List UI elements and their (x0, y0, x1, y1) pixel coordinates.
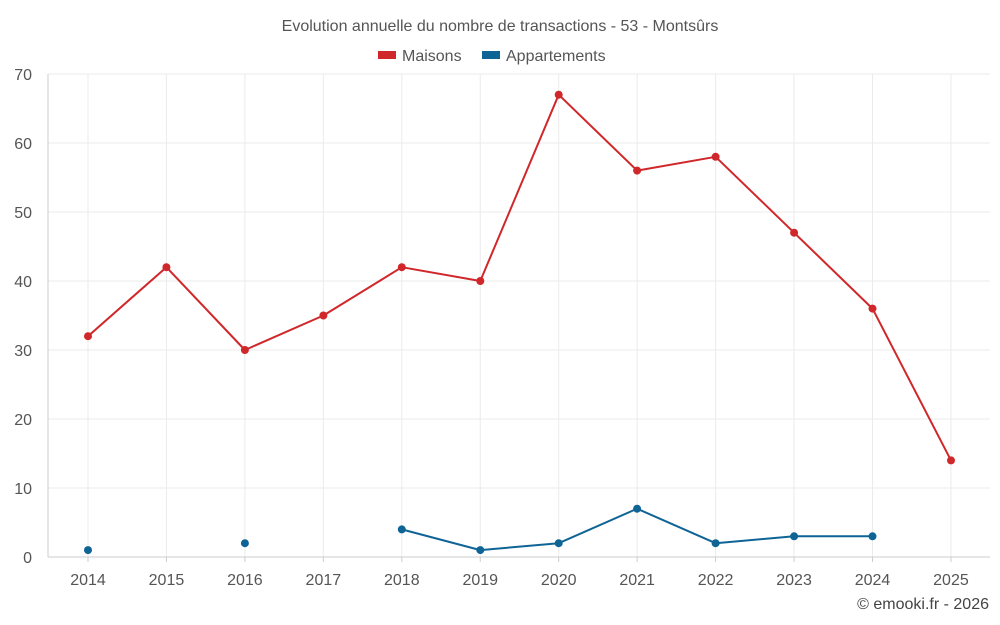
data-point-maisons-2018[interactable] (397, 263, 406, 272)
legend-label-maisons[interactable]: Maisons (402, 48, 462, 65)
data-point-maisons-2015[interactable] (162, 263, 171, 272)
x-tick-label: 2020 (541, 572, 577, 589)
x-tick-label: 2018 (384, 572, 420, 589)
data-point-appartements-2014[interactable] (84, 546, 92, 555)
y-tick-label: 70 (14, 67, 32, 84)
data-point-appartements-2022[interactable] (711, 539, 720, 548)
data-point-maisons-2025[interactable] (947, 456, 955, 465)
data-point-maisons-2022[interactable] (711, 152, 720, 161)
legend-label-appartements[interactable]: Appartements (506, 48, 606, 65)
grid (48, 73, 990, 557)
y-tick-label: 40 (14, 274, 32, 291)
y-tick-label: 20 (14, 412, 32, 429)
chart-title: Evolution annuelle du nombre de transact… (282, 18, 719, 35)
y-tick-label: 30 (14, 343, 32, 360)
series-maisons (84, 90, 955, 465)
y-tick-label: 10 (14, 481, 32, 498)
data-point-appartements-2020[interactable] (554, 539, 563, 548)
y-axis: 0 10 20 30 40 50 60 70 (14, 67, 49, 567)
credit-text: © emooki.fr - 2026 (857, 596, 989, 613)
legend-swatch-appartements (482, 51, 500, 59)
data-point-appartements-2016[interactable] (240, 539, 249, 548)
data-point-appartements-2021[interactable] (633, 504, 642, 513)
y-tick-label: 60 (14, 136, 32, 153)
x-tick-label: 2015 (149, 572, 185, 589)
legend: Maisons Appartements (378, 48, 606, 65)
y-tick-label: 50 (14, 205, 32, 222)
x-tick-label: 2021 (619, 572, 655, 589)
data-point-maisons-2023[interactable] (790, 228, 799, 237)
series-layer (84, 90, 955, 555)
data-point-maisons-2024[interactable] (868, 304, 877, 313)
data-point-appartements-2019[interactable] (476, 546, 485, 555)
x-tick-label: 2024 (855, 572, 891, 589)
x-tick-label: 2025 (933, 572, 969, 589)
data-point-appartements-2023[interactable] (790, 532, 799, 541)
data-point-maisons-2014[interactable] (84, 332, 92, 341)
series-line-maisons (87, 93, 952, 461)
data-point-appartements-2024[interactable] (868, 532, 877, 541)
x-tick-label: 2016 (227, 572, 263, 589)
data-point-appartements-2018[interactable] (397, 525, 406, 534)
series-appartements (84, 504, 877, 555)
x-axis: 2014 2015 2016 2017 2018 2019 2020 2021 2022 2023… (48, 556, 990, 589)
data-point-maisons-2020[interactable] (554, 90, 563, 99)
x-tick-label: 2023 (776, 572, 812, 589)
x-tick-label: 2014 (70, 572, 106, 589)
x-tick-label: 2019 (462, 572, 498, 589)
data-point-maisons-2019[interactable] (476, 277, 485, 285)
x-tick-label: 2022 (698, 572, 734, 589)
y-tick-label: 0 (23, 550, 32, 567)
data-point-maisons-2016[interactable] (240, 346, 249, 354)
x-tick-label: 2017 (306, 572, 342, 589)
data-point-maisons-2021[interactable] (633, 166, 642, 175)
legend-swatch-maisons (378, 51, 396, 59)
data-point-maisons-2017[interactable] (319, 311, 328, 320)
